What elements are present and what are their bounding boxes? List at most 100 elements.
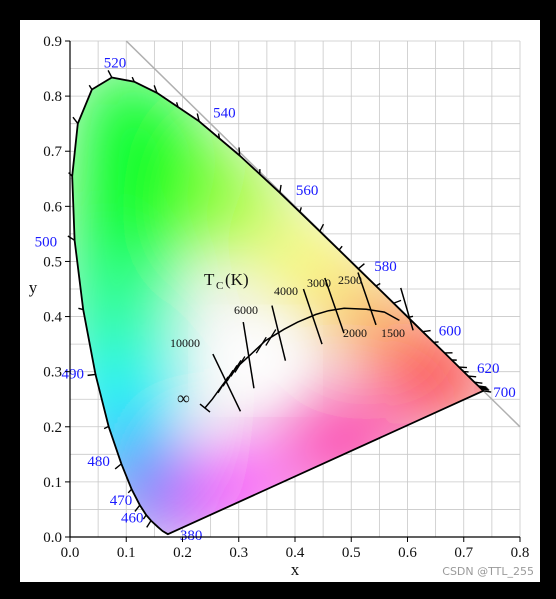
isotherm-minor-tick xyxy=(226,364,238,382)
infinity-label: ∞ xyxy=(177,388,190,408)
wavelength-tick xyxy=(78,307,84,311)
y-tick-label: 0.0 xyxy=(43,530,62,546)
x-axis-title: x xyxy=(291,560,300,579)
wavelength-tick xyxy=(338,245,343,251)
x-tick-label: 0.4 xyxy=(286,545,305,561)
x-tick-label: 0.0 xyxy=(61,545,80,561)
isotherm-6000 xyxy=(242,321,255,389)
wavelength-label-560: 560 xyxy=(296,183,319,199)
y-tick-label: 0.1 xyxy=(43,475,62,491)
cct-label-4000: 4000 xyxy=(274,284,298,298)
y-tick-label: 0.5 xyxy=(43,254,62,270)
y-tick-label: 0.6 xyxy=(43,199,62,215)
wavelength-tick xyxy=(319,223,325,232)
spectral-locus xyxy=(71,76,485,536)
wavelength-tick xyxy=(483,390,492,393)
color-blob xyxy=(148,481,194,535)
wavelength-tick xyxy=(72,116,79,124)
isotherm-minor-tick xyxy=(234,356,246,373)
isotherm-minor-tick xyxy=(217,376,229,394)
color-blob xyxy=(72,77,217,306)
spectral-locus-outline xyxy=(71,76,485,536)
tc-label-unit: (K) xyxy=(225,270,249,289)
cct-label-6000: 6000 xyxy=(234,303,258,317)
white-point-glow xyxy=(207,320,304,401)
isotherm-2000 xyxy=(357,272,377,326)
wavelength-label-580: 580 xyxy=(374,259,397,275)
isotherm-minor-tick xyxy=(265,329,277,346)
wavelength-tick xyxy=(114,463,122,470)
wavelength-tick xyxy=(175,102,179,108)
cct-label-1500: 1500 xyxy=(381,326,405,340)
isotherm-4000 xyxy=(271,305,287,361)
x-tick-label: 0.7 xyxy=(454,545,473,561)
watermark: CSDN @TTL_255 xyxy=(442,565,534,578)
isotherm-minor-tick xyxy=(230,360,242,377)
wavelength-label-480: 480 xyxy=(87,454,110,470)
wavelength-label-460: 460 xyxy=(121,511,144,527)
wavelength-tick xyxy=(127,488,133,494)
infinity-endpoint-tick xyxy=(199,403,211,413)
wavelength-tick xyxy=(357,263,365,270)
white-point-area xyxy=(207,320,304,401)
wavelength-tick xyxy=(196,113,200,122)
color-blob xyxy=(328,283,408,350)
wavelength-ticks: 380 460 470 480 490 500 520 540 560 580 600 620 700 xyxy=(35,55,516,544)
wavelength-tick xyxy=(481,388,490,391)
wavelength-tick xyxy=(134,504,141,512)
wavelength-tick xyxy=(217,133,221,139)
color-blob xyxy=(72,261,172,372)
wavelength-tick xyxy=(87,373,96,377)
tc-label-t: T xyxy=(204,270,215,289)
color-blob xyxy=(193,459,295,526)
wavelength-tick xyxy=(375,282,381,287)
cie-chromaticity-diagram: 380 460 470 480 490 500 520 540 560 580 600 620 700 … xyxy=(20,20,540,582)
wavelength-label-470: 470 xyxy=(110,493,132,509)
wavelength-label-540: 540 xyxy=(213,105,236,121)
y-tick-label: 0.4 xyxy=(43,310,62,326)
x-tick-label: 0.1 xyxy=(117,545,136,561)
wavelength-label-380: 380 xyxy=(180,528,203,544)
y-tick-label: 0.3 xyxy=(43,365,62,381)
wavelength-tick xyxy=(279,184,282,193)
isotherm-minor-tick xyxy=(222,369,234,387)
wavelength-tick xyxy=(468,375,477,378)
planckian-locus xyxy=(199,272,414,413)
y-tick-label: 0.9 xyxy=(43,34,62,50)
wavelength-tick xyxy=(153,85,158,94)
cct-label-2500: 2500 xyxy=(338,273,362,287)
x-tick-label: 0.2 xyxy=(173,545,192,561)
wavelength-tick xyxy=(479,386,488,389)
isotherm-minor-tick xyxy=(255,336,267,354)
isotherm-3000 xyxy=(302,288,323,345)
y-tick-label: 0.7 xyxy=(43,144,62,160)
axes: 0.0 0.1 0.2 0.3 0.4 0.5 0.6 0.7 0.8 0.0 0.1 0.2 0.3 0… xyxy=(43,34,529,561)
wavelength-tick xyxy=(107,70,113,78)
wavelength-tick xyxy=(299,207,302,213)
gamut-blobs xyxy=(72,77,484,535)
x-tick-label: 0.8 xyxy=(511,545,530,561)
wavelength-tick xyxy=(422,329,431,333)
wavelength-label-600: 600 xyxy=(439,324,462,340)
x-tick-label: 0.3 xyxy=(229,545,248,561)
color-blob xyxy=(193,140,284,251)
isotherm-10000 xyxy=(212,353,242,412)
wavelength-label-520: 520 xyxy=(104,55,127,71)
color-blob xyxy=(261,228,363,295)
cct-label-2000: 2000 xyxy=(343,326,367,340)
tc-label-subscript: C xyxy=(216,280,223,292)
wavelength-tick xyxy=(146,520,152,528)
wavelength-label-500: 500 xyxy=(35,234,58,250)
wavelength-tick xyxy=(478,385,487,388)
cct-label-3000: 3000 xyxy=(307,276,331,290)
x-tick-label: 0.5 xyxy=(342,545,361,561)
wavelength-tick xyxy=(88,84,93,90)
wavelength-label-620: 620 xyxy=(477,361,500,377)
isotherm-1500 xyxy=(400,287,414,331)
wavelength-tick xyxy=(480,387,489,390)
cct-label-10000: 10000 xyxy=(170,336,200,350)
y-tick-label: 0.2 xyxy=(43,420,62,436)
wavelength-tick xyxy=(474,381,483,384)
chart-canvas: 380460470480490500520540560580600620700 … xyxy=(29,34,530,579)
wavelength-tick xyxy=(67,235,75,241)
